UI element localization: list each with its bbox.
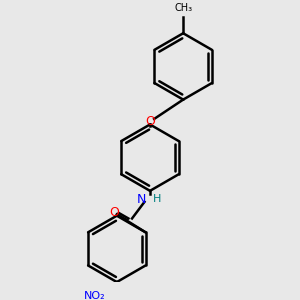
Text: H: H xyxy=(153,194,161,204)
Text: O: O xyxy=(145,115,155,128)
Text: NO₂: NO₂ xyxy=(84,291,106,300)
Text: N: N xyxy=(136,193,146,206)
Text: CH₃: CH₃ xyxy=(174,2,192,13)
Text: O: O xyxy=(109,206,119,219)
